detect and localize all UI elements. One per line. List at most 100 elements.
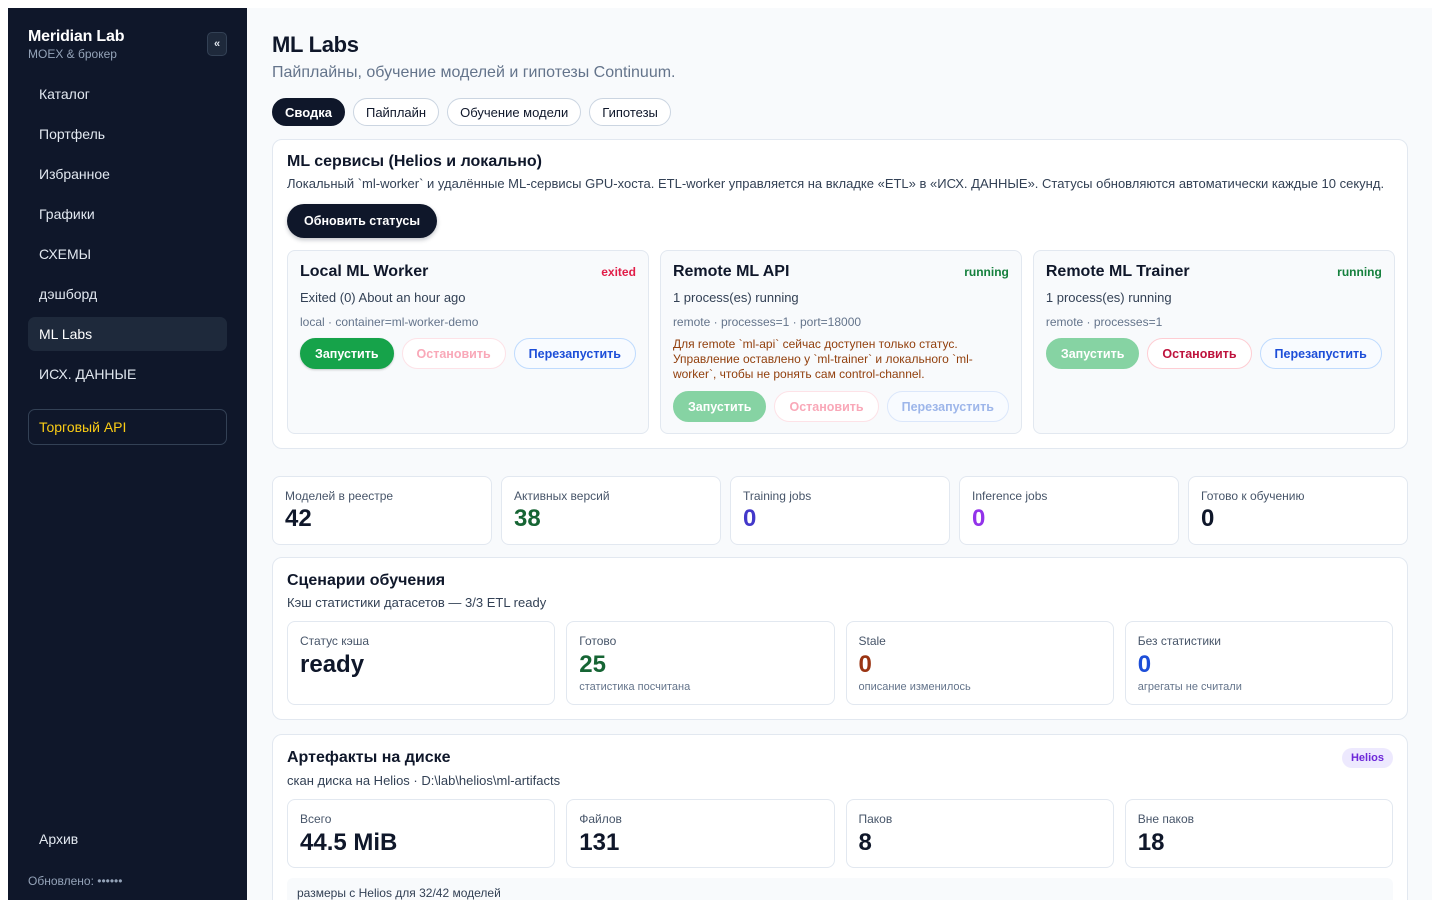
ready-tile: Готово 25 статистика посчитана	[566, 621, 835, 705]
start-button[interactable]: Запустить	[672, 391, 767, 422]
tile-value: 0	[1137, 651, 1152, 678]
tile-label: Файлов	[579, 812, 622, 826]
tab-pipeline[interactable]: Пайплайн	[352, 98, 440, 126]
stat-value: 42	[285, 505, 312, 532]
service-state: 1 process(es) running	[672, 290, 799, 305]
sidebar-item-favorites[interactable]: Избранное	[39, 166, 110, 182]
ml-services-title: ML сервисы (Helios и локально)	[287, 153, 542, 170]
helios-badge: Helios	[1341, 748, 1393, 768]
tile-label: Stale	[858, 634, 886, 648]
sidebar-item-dashboard[interactable]: дэшборд	[39, 286, 98, 302]
sidebar-item-ml-labs[interactable]: ML Labs	[28, 317, 227, 351]
stat-active-versions: Активных версий 38	[501, 476, 721, 545]
updated-status: Обновлено: ••••••	[28, 874, 123, 888]
sidebar-item-archive[interactable]: Архив	[39, 831, 79, 847]
refresh-statuses-button[interactable]: Обновить статусы	[287, 204, 438, 238]
sidebar: Meridian Lab MOEX & брокер « Каталог Пор…	[8, 8, 247, 900]
stat-label: Моделей в реестре	[285, 489, 394, 503]
restart-button[interactable]: Перезапустить	[886, 391, 1009, 422]
stat-ready-to-train: Готово к обучению 0	[1188, 476, 1408, 545]
tile-label: Паков	[858, 812, 893, 826]
service-warning: Для remote `ml-api` сейчас доступен толь…	[672, 337, 973, 381]
service-name: Local ML Worker	[300, 263, 429, 280]
start-button[interactable]: Запустить	[1045, 338, 1140, 369]
sidebar-item-portfolio[interactable]: Портфель	[39, 126, 106, 142]
tile-note: агрегаты не считали	[1137, 681, 1242, 693]
sidebar-item-schemes[interactable]: СХЕМЫ	[39, 246, 92, 262]
tile-label: Без статистики	[1137, 634, 1221, 648]
brand-title: Meridian Lab	[28, 28, 125, 45]
tab-hypotheses[interactable]: Гипотезы	[589, 98, 671, 126]
service-name: Remote ML API	[672, 263, 790, 280]
stat-value: 0	[1201, 505, 1215, 532]
tab-bar: Сводка Пайплайн Обучение модели Гипотезы	[272, 98, 1408, 126]
restart-button[interactable]: Перезапустить	[1259, 338, 1382, 369]
tab-summary[interactable]: Сводка	[272, 98, 345, 126]
artifacts-footer-note: размеры с Helios для 32/42 моделей	[287, 878, 1393, 900]
tile-label: Готово	[579, 634, 617, 648]
tile-label: Статус кэша	[300, 634, 370, 648]
tile-value: 18	[1137, 829, 1165, 856]
service-card-remote-ml-trainer: Remote ML Trainer running 1 process(es) …	[1032, 250, 1395, 434]
tile-value: 8	[858, 829, 872, 856]
stat-value: 0	[972, 505, 986, 532]
collapse-sidebar-button[interactable]: «	[207, 32, 227, 56]
stat-inference-jobs: Inference jobs 0	[959, 476, 1179, 545]
no-stats-tile: Без статистики 0 агрегаты не считали	[1124, 621, 1393, 705]
stat-training-jobs: Training jobs 0	[730, 476, 950, 545]
service-meta: remote · processes=1 · port=18000	[672, 315, 862, 329]
tile-value: 44.5 MiB	[300, 829, 398, 856]
stat-label: Активных версий	[514, 489, 610, 503]
service-state: 1 process(es) running	[1045, 290, 1172, 305]
training-title: Сценарии обучения	[287, 572, 446, 589]
service-name: Remote ML Trainer	[1045, 263, 1190, 280]
tile-value: 0	[858, 651, 872, 678]
stat-label: Готово к обучению	[1201, 489, 1305, 503]
training-scenarios-card: Сценарии обучения Кэш статистики датасет…	[272, 557, 1408, 720]
artifacts-total-tile: Всего 44.5 MiB	[287, 799, 556, 868]
artifacts-title: Артефакты на диске	[287, 749, 451, 766]
service-meta: remote · processes=1	[1045, 315, 1163, 329]
main-content: ML Labs Пайплайны, обучение моделей и ги…	[247, 8, 1432, 900]
stop-button[interactable]: Остановить	[1147, 338, 1252, 369]
stop-button[interactable]: Остановить	[401, 338, 506, 369]
restart-button[interactable]: Перезапустить	[513, 338, 636, 369]
tab-model-training[interactable]: Обучение модели	[447, 98, 582, 126]
service-card-remote-ml-api: Remote ML API running 1 process(es) runn…	[659, 250, 1022, 434]
tile-label: Вне паков	[1137, 812, 1194, 826]
stat-value: 38	[514, 505, 541, 532]
artifacts-packs-tile: Паков 8	[845, 799, 1114, 868]
stat-label: Inference jobs	[972, 489, 1048, 503]
service-card-local-ml-worker: Local ML Worker exited Exited (0) About …	[287, 250, 649, 434]
stat-label: Training jobs	[743, 489, 812, 503]
stat-value: 0	[743, 505, 757, 532]
stats-row: Моделей в реестре 42 Активных версий 38 …	[272, 476, 1408, 545]
artifacts-files-tile: Файлов 131	[566, 799, 835, 868]
cache-status-tile: Статус кэша ready	[287, 621, 556, 705]
brand: Meridian Lab MOEX & брокер «	[28, 28, 227, 61]
status-badge: exited	[601, 265, 636, 279]
ml-services-description: Локальный `ml-worker` и удалённые ML-сер…	[287, 176, 1385, 191]
artifacts-unpacked-tile: Вне паков 18	[1124, 799, 1393, 868]
status-badge: running	[964, 265, 1009, 279]
service-state: Exited (0) About an hour ago	[300, 290, 466, 305]
brand-subtitle: MOEX & брокер	[28, 47, 117, 61]
sidebar-nav: Каталог Портфель Избранное Графики СХЕМЫ…	[28, 77, 227, 391]
sidebar-item-charts[interactable]: Графики	[39, 206, 95, 222]
sidebar-item-source-data[interactable]: ИСХ. ДАННЫЕ	[39, 366, 137, 382]
tile-value: 131	[579, 829, 620, 856]
stop-button[interactable]: Остановить	[774, 391, 879, 422]
training-subtitle: Кэш статистики датасетов — 3/3 ETL ready	[287, 595, 547, 610]
page-title: ML Labs	[272, 32, 359, 57]
services-grid: Local ML Worker exited Exited (0) About …	[287, 250, 1395, 434]
tile-note: статистика посчитана	[579, 681, 691, 693]
artifacts-subtitle: скан диска на Helios · D:\lab\helios\ml-…	[287, 773, 561, 788]
tile-value: 25	[579, 651, 606, 678]
start-button[interactable]: Запустить	[300, 338, 394, 369]
stale-tile: Stale 0 описание изменилось	[845, 621, 1114, 705]
sidebar-item-catalog[interactable]: Каталог	[39, 86, 90, 102]
trade-api-button[interactable]: Торговый API	[28, 409, 227, 445]
service-meta: local · container=ml-worker-demo	[300, 315, 479, 329]
page-subtitle: Пайплайны, обучение моделей и гипотезы C…	[272, 64, 676, 81]
status-badge: running	[1337, 265, 1382, 279]
